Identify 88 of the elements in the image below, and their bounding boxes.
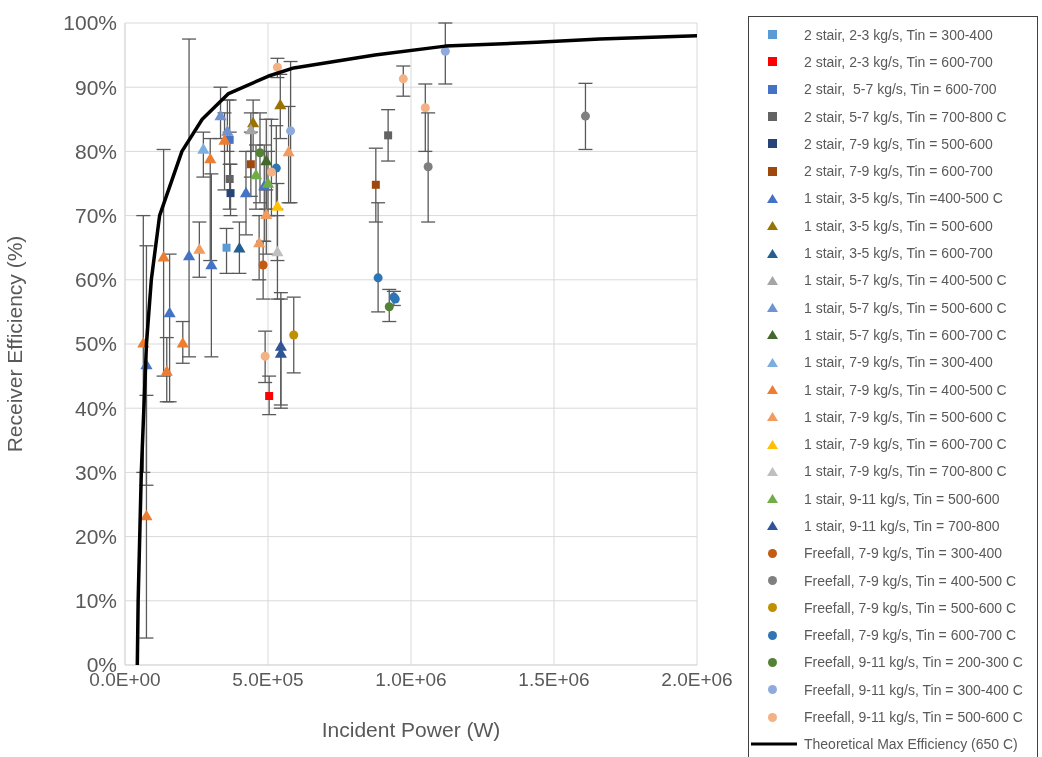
- point: [193, 243, 206, 254]
- legend-label: 1 stair, 7-9 kg/s, Tin = 500-600 C: [804, 408, 1007, 425]
- point: [274, 98, 287, 110]
- legend-label: 1 stair, 7-9 kg/s, Tin = 700-800 C: [804, 463, 1007, 480]
- legend-label: Freefall, 7-9 kg/s, Tin = 300-400: [804, 545, 1003, 562]
- legend-label: 1 stair, 3-5 kg/s, Tin = 500-600: [804, 217, 993, 234]
- point: [580, 111, 590, 121]
- y-tick-label: 100%: [63, 11, 117, 35]
- point: [289, 330, 299, 340]
- point: [260, 351, 270, 361]
- point: [423, 162, 433, 172]
- point: [244, 123, 257, 135]
- point: [214, 109, 227, 121]
- point: [205, 258, 218, 270]
- legend-label: Freefall, 7-9 kg/s, Tin = 600-700 C: [804, 627, 1017, 644]
- point: [384, 302, 394, 312]
- legend-label: 2 stair, 7-9 kg/s, Tin = 600-700: [804, 163, 993, 180]
- legend-label: 1 stair, 7-9 kg/s, Tin = 300-400: [804, 354, 993, 371]
- legend-label: 1 stair, 3-5 kg/s, Tin =400-500 C: [804, 190, 1003, 207]
- point: [157, 250, 170, 262]
- point: [222, 243, 231, 252]
- point: [265, 392, 274, 400]
- legend-label: 1 stair, 5-7 kg/s, Tin = 600-700 C: [804, 326, 1007, 343]
- legend-label: 2 stair, 7-9 kg/s, Tin = 500-600: [804, 135, 993, 152]
- point: [253, 236, 266, 248]
- point: [266, 167, 276, 177]
- point: [140, 509, 153, 521]
- point: [398, 74, 408, 84]
- point: [272, 62, 282, 72]
- legend-label: 2 stair, 2-3 kg/s, Tin = 600-700: [804, 53, 993, 70]
- point: [246, 160, 255, 169]
- legend-label: Freefall, 9-11 kg/s, Tin = 500-600 C: [804, 709, 1023, 726]
- point: [182, 249, 196, 261]
- legend-label: 1 stair, 7-9 kg/s, Tin = 600-700 C: [804, 436, 1007, 453]
- y-tick-label: 20%: [74, 525, 117, 549]
- point: [239, 186, 253, 198]
- y-tick-label: 90%: [74, 75, 117, 99]
- x-tick-label: 1.5E+06: [518, 669, 590, 691]
- y-tick-label: 50%: [74, 332, 117, 356]
- legend-label: 2 stair, 5-7 kg/s, Tin = 600-700: [804, 81, 997, 98]
- point: [286, 126, 296, 136]
- line-series: [135, 34, 697, 665]
- point: [371, 180, 380, 189]
- legend-label: Freefall, 7-9 kg/s, Tin = 500-600 C: [804, 599, 1017, 616]
- y-tick-label: 30%: [74, 460, 117, 484]
- point: [373, 273, 383, 283]
- point: [160, 365, 173, 376]
- point: [258, 260, 268, 270]
- x-axis-title: Incident Power (W): [321, 718, 501, 741]
- point: [233, 241, 246, 253]
- point: [260, 154, 273, 166]
- legend-label: 1 stair, 5-7 kg/s, Tin = 500-600 C: [804, 299, 1007, 316]
- point: [249, 168, 263, 180]
- point: [440, 46, 450, 56]
- point: [197, 143, 210, 154]
- point: [221, 125, 234, 136]
- x-tick-label: 2.0E+06: [661, 669, 733, 691]
- point: [226, 189, 235, 198]
- point: [218, 134, 231, 145]
- y-tick-label: 60%: [74, 268, 117, 292]
- legend-label: Theoretical Max Efficiency (650 C): [804, 736, 1018, 753]
- legend-label: 2 stair, 2-3 kg/s, Tin = 300-400: [804, 26, 993, 43]
- legend-label: 1 stair, 9-11 kg/s, Tin = 700-800: [804, 517, 1000, 534]
- point: [163, 306, 176, 318]
- legend-label: 1 stair, 9-11 kg/s, Tin = 500-600: [804, 490, 1000, 507]
- point: [204, 152, 217, 164]
- point: [384, 131, 393, 140]
- y-tick-label: 10%: [74, 589, 117, 613]
- point: [176, 336, 189, 348]
- legend-label: 2 stair, 5-7 kg/s, Tin = 700-800 C: [804, 108, 1007, 125]
- point: [261, 177, 275, 188]
- point: [271, 245, 284, 257]
- x-tick-label: 5.0E+05: [232, 669, 304, 691]
- y-tick-label: 70%: [74, 204, 117, 228]
- y-tick-label: 40%: [74, 396, 117, 420]
- legend-label: Freefall, 9-11 kg/s, Tin = 200-300 C: [804, 654, 1023, 671]
- point: [225, 175, 234, 184]
- legend-label: Freefall, 9-11 kg/s, Tin = 300-400 C: [804, 681, 1023, 698]
- legend-label: Freefall, 7-9 kg/s, Tin = 400-500 C: [804, 572, 1017, 589]
- point: [255, 148, 265, 158]
- point: [420, 103, 430, 113]
- y-axis-title: Receiver Efficiency (%): [3, 235, 27, 453]
- y-tick-label: 80%: [74, 139, 117, 163]
- legend-label: 1 stair, 7-9 kg/s, Tin = 400-500 C: [804, 381, 1007, 398]
- legend-label: 1 stair, 3-5 kg/s, Tin = 600-700: [804, 245, 993, 262]
- x-tick-label: 1.0E+06: [375, 669, 447, 691]
- point: [282, 145, 295, 157]
- legend-label: 1 stair, 5-7 kg/s, Tin = 400-500 C: [804, 272, 1007, 289]
